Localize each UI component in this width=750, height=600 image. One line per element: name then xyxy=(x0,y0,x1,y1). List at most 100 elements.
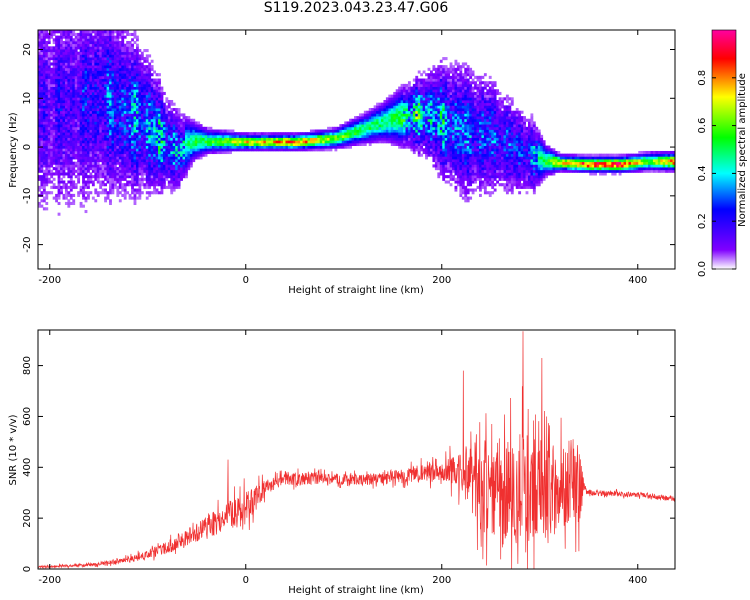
spectrogram-cell xyxy=(77,159,81,163)
spectrogram-cell xyxy=(363,126,367,130)
spectrogram-cell xyxy=(434,126,438,130)
spectrogram-cell xyxy=(143,129,147,133)
spectrogram-cell xyxy=(133,57,137,61)
spectrogram-cell xyxy=(64,70,68,74)
spectrogram-cell xyxy=(47,150,51,155)
spectrogram-cell xyxy=(136,150,139,155)
spectrogram-cell xyxy=(67,89,71,93)
spectrogram-cell xyxy=(285,148,289,152)
spectrogram-cell xyxy=(449,159,453,163)
spectrogram-cell xyxy=(52,83,56,87)
spectrogram-cell xyxy=(74,91,78,96)
spectrogram-cell xyxy=(50,54,54,58)
spectrogram-cell xyxy=(145,196,149,200)
spectrogram-cell xyxy=(50,137,54,141)
spectrogram-cell xyxy=(89,59,93,63)
spectrogram-cell xyxy=(74,89,78,93)
spectrogram-cell xyxy=(133,153,137,157)
spectrogram-cell xyxy=(202,129,205,133)
spectrogram-cell xyxy=(67,57,71,61)
spectrogram-cell xyxy=(385,108,389,112)
spectrogram-cell xyxy=(456,67,460,71)
spectrogram-cell xyxy=(42,108,46,112)
spectrogram-cell xyxy=(128,102,132,106)
spectrogram-cell xyxy=(461,169,465,173)
spectrogram-cell xyxy=(398,108,401,112)
spectrogram-cell xyxy=(260,145,264,149)
spectrogram-cell xyxy=(430,116,433,120)
spectrogram-cell xyxy=(452,110,455,114)
spectrogram-cell xyxy=(422,91,426,96)
spectrogram-cell xyxy=(258,145,262,149)
spectrogram-cell xyxy=(407,126,411,130)
spectrogram-cell xyxy=(47,73,51,77)
spectrogram-cell xyxy=(167,148,171,152)
spectrogram-cell xyxy=(94,89,98,93)
spectrogram-cell xyxy=(50,35,54,39)
spectrogram-cell xyxy=(459,161,463,165)
spectrogram-cell xyxy=(123,105,127,109)
spectrogram-cell xyxy=(312,142,316,146)
spectrogram-cell xyxy=(461,153,465,157)
spectrogram-cell xyxy=(82,38,85,42)
spectrogram-cell xyxy=(165,169,169,173)
spectrogram-cell xyxy=(148,132,152,136)
spectrogram-cell xyxy=(167,118,171,122)
spectrogram-cell xyxy=(96,161,100,165)
spectrogram-cell xyxy=(153,137,156,141)
spectrogram-cell xyxy=(131,75,134,79)
spectrogram-cell xyxy=(167,129,171,133)
spectrogram-cell xyxy=(62,126,66,130)
spectrogram-cell xyxy=(45,110,49,114)
spectrogram-cell xyxy=(47,49,51,53)
spectrogram-cell xyxy=(197,134,201,138)
spectrogram-cell xyxy=(336,129,340,133)
spectrogram-cell xyxy=(393,113,397,117)
spectrogram-cell xyxy=(302,142,306,146)
spectrogram-cell xyxy=(79,54,83,58)
spectrogram-cell xyxy=(79,73,83,77)
spectrogram-cell xyxy=(319,134,323,138)
spectrogram-cell xyxy=(38,105,41,109)
spectrogram-cell xyxy=(121,142,125,146)
spectrogram-cell xyxy=(55,75,58,79)
spectrogram-cell xyxy=(99,89,103,93)
spectrogram-cell xyxy=(42,196,46,200)
spectrogram-cell xyxy=(40,142,44,146)
spectrogram-cell xyxy=(143,159,147,163)
spectrogram-cell xyxy=(96,105,100,109)
spectrogram-cell xyxy=(434,110,438,114)
spectrogram-cell xyxy=(101,113,105,117)
spectrogram-cell xyxy=(143,169,147,173)
spectrogram-cell xyxy=(454,78,458,82)
spectrogram-cell xyxy=(109,91,112,96)
spectrogram-cell xyxy=(94,83,98,87)
spectrogram-cell xyxy=(55,132,58,136)
spectrogram-cell xyxy=(64,185,68,189)
spectrogram-cell xyxy=(64,94,68,98)
spectrogram-cell xyxy=(116,121,120,125)
spectrogram-cell xyxy=(172,145,176,149)
spectrogram-cell xyxy=(454,81,458,85)
spectrogram-cell xyxy=(197,150,201,155)
spectrogram-cell xyxy=(131,110,134,114)
spectrogram-cell xyxy=(89,97,93,101)
spectrogram-cell xyxy=(447,86,450,90)
spectrogram-cell xyxy=(434,150,438,155)
spectrogram-cell xyxy=(99,99,103,104)
spectrogram-cell xyxy=(444,65,448,69)
spectrogram-cell xyxy=(434,89,438,93)
spectrogram-cell xyxy=(155,145,159,149)
spectrogram-cell xyxy=(452,113,455,117)
spectrogram-cell xyxy=(121,167,125,171)
spectrogram-cell xyxy=(106,177,110,181)
spectrogram-cell xyxy=(199,137,203,141)
spectrogram-cell xyxy=(57,78,61,82)
spectrogram-cell xyxy=(62,81,66,85)
spectrogram-cell xyxy=(94,156,98,160)
spectrogram-cell xyxy=(113,164,117,168)
spectrogram-cell xyxy=(101,180,105,184)
spectrogram-cell xyxy=(91,108,95,112)
spectrogram-cell xyxy=(390,124,394,128)
spectrogram-cell xyxy=(456,172,460,176)
